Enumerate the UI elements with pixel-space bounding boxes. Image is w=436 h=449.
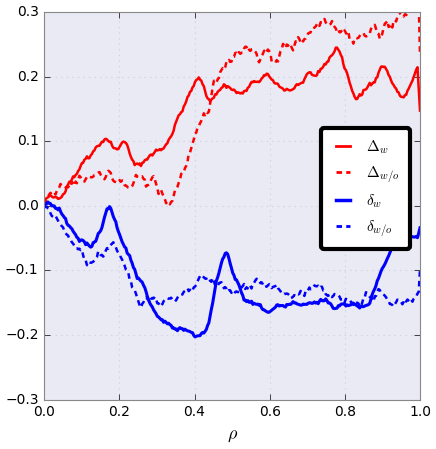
X-axis label: $\rho$: $\rho$ [227, 426, 238, 444]
Legend: $\Delta_w$, $\Delta_{w/o}$, $\delta_w$, $\delta_{w/o}$: $\Delta_w$, $\Delta_{w/o}$, $\delta_w$, … [320, 128, 410, 249]
